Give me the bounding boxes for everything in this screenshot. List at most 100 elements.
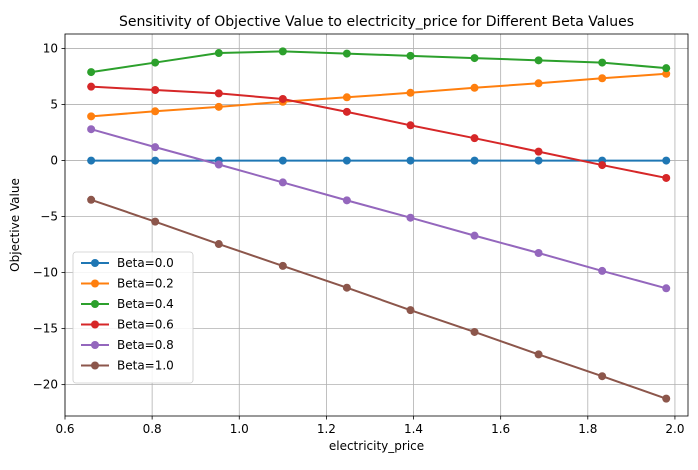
- data-point: [470, 54, 479, 63]
- data-point: [278, 156, 287, 165]
- data-point: [470, 327, 479, 336]
- data-point: [342, 196, 351, 205]
- data-point: [534, 56, 543, 65]
- data-point: [406, 88, 415, 97]
- data-point: [87, 112, 96, 121]
- y-tick-label: −20: [33, 378, 58, 392]
- legend-label: Beta=0.8: [117, 338, 174, 352]
- series-4: [87, 125, 671, 293]
- legend-label: Beta=0.6: [117, 318, 174, 332]
- ticks-layer: 0.6 0.8 1.0 1.2 1.4 1.6 1.8 2.0 −20 −15 −10 −5 0 5 10: [33, 42, 685, 436]
- data-point: [342, 49, 351, 58]
- legend: Beta=0.0 Beta=0.2 Beta=0.4 Beta=0.6 Beta=0.8…: [72, 251, 194, 384]
- series-line: [91, 72, 667, 118]
- legend-item: Beta=0.6: [81, 318, 174, 332]
- legend-swatch-marker: [91, 259, 99, 267]
- x-tick-label: 0.6: [55, 422, 74, 436]
- data-point: [406, 306, 415, 315]
- series-line: [90, 198, 667, 400]
- y-tick-label: −5: [40, 210, 58, 224]
- series-1: [87, 69, 671, 121]
- legend-item: Beta=0.8: [81, 338, 174, 352]
- data-point: [406, 213, 415, 222]
- x-tick-label: 1.4: [404, 422, 423, 436]
- legend-label: Beta=0.4: [117, 297, 174, 311]
- data-point: [662, 284, 671, 293]
- data-point: [214, 240, 223, 249]
- x-tick-label: 2.0: [665, 422, 684, 436]
- series-3: [87, 82, 671, 182]
- series-5: [87, 195, 671, 403]
- chart-title: Sensitivity of Objective Value to electr…: [119, 14, 634, 30]
- legend-swatch-marker: [91, 279, 99, 288]
- series-layer: [87, 47, 671, 403]
- data-point: [534, 249, 543, 258]
- y-tick-label: 0: [50, 154, 58, 168]
- data-point: [151, 143, 160, 152]
- data-point: [278, 47, 287, 56]
- data-point: [662, 64, 671, 73]
- data-point: [278, 94, 287, 103]
- legend-item: Beta=0.0: [81, 256, 174, 270]
- data-point: [534, 156, 543, 165]
- data-point: [662, 156, 671, 165]
- data-point: [406, 156, 415, 165]
- series-2: [87, 47, 671, 77]
- plot-frame: [64, 33, 689, 417]
- legend-label: Beta=1.0: [117, 359, 174, 373]
- data-point: [151, 86, 160, 95]
- legend-item: Beta=0.4: [81, 297, 174, 311]
- data-point: [406, 121, 415, 130]
- y-tick-label: 10: [43, 42, 58, 56]
- data-point: [278, 261, 287, 270]
- x-tick-label: 1.0: [230, 422, 249, 436]
- x-axis-label: electricity_price: [329, 439, 424, 453]
- data-point: [534, 350, 543, 359]
- x-tick-label: 1.2: [317, 422, 336, 436]
- series-line: [91, 85, 667, 179]
- legend-swatch-marker: [91, 300, 99, 308]
- legend-item: Beta=1.0: [81, 359, 174, 373]
- legend-item: Beta=0.2: [81, 277, 174, 291]
- data-point: [214, 89, 223, 98]
- data-point: [470, 156, 479, 165]
- data-point: [598, 58, 607, 67]
- data-point: [662, 173, 671, 182]
- series-line: [90, 128, 667, 290]
- data-point: [151, 107, 160, 116]
- legend-swatch-marker: [91, 361, 99, 370]
- data-point: [87, 195, 96, 204]
- data-point: [598, 372, 607, 381]
- data-point: [151, 58, 160, 67]
- data-point: [470, 231, 479, 240]
- data-point: [87, 125, 96, 134]
- data-point: [598, 266, 607, 275]
- data-point: [151, 156, 160, 165]
- data-point: [214, 49, 223, 58]
- y-tick-label: −10: [33, 266, 58, 280]
- data-point: [534, 147, 543, 156]
- y-tick-label: −15: [33, 322, 58, 336]
- legend-swatch-marker: [91, 320, 99, 329]
- data-point: [342, 93, 351, 102]
- series-line: [90, 50, 667, 74]
- data-point: [470, 83, 479, 92]
- legend-swatch-marker: [91, 341, 99, 349]
- data-point: [214, 102, 223, 111]
- x-tick-label: 0.8: [143, 422, 162, 436]
- x-tick-label: 1.6: [491, 422, 510, 436]
- data-point: [87, 156, 96, 165]
- data-point: [662, 69, 671, 78]
- data-point: [662, 394, 671, 403]
- data-point: [598, 161, 607, 170]
- data-point: [342, 283, 351, 292]
- data-point: [87, 82, 96, 91]
- data-point: [342, 156, 351, 165]
- data-point: [598, 74, 607, 83]
- data-point: [470, 134, 479, 143]
- legend-box: [72, 251, 194, 384]
- y-axis-label: Objective Value: [8, 178, 22, 272]
- y-tick-label: 5: [50, 98, 58, 112]
